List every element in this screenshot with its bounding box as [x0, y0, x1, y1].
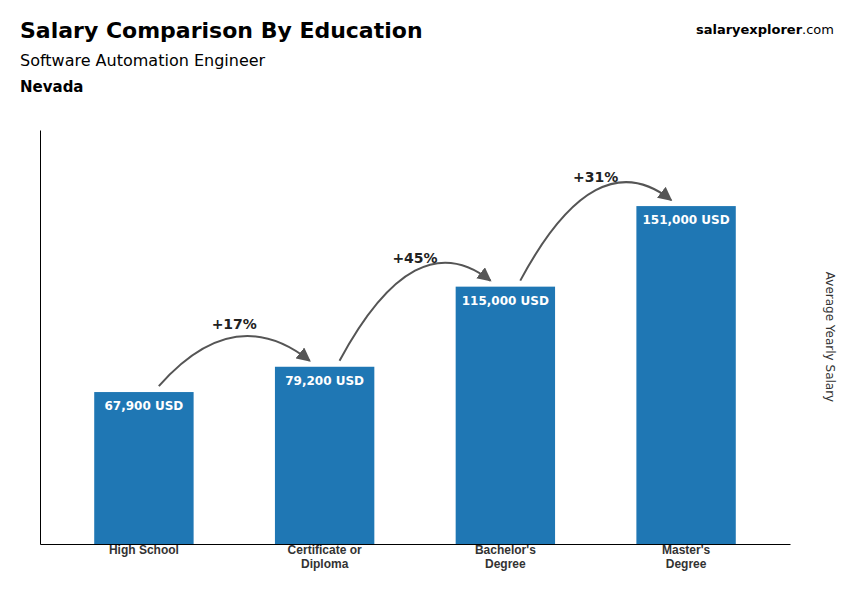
annotation-label: +45% [392, 250, 437, 266]
source-part: salary [696, 22, 741, 37]
x-tick-label-line: Degree [666, 557, 707, 571]
annotation-label: +17% [212, 316, 257, 332]
bar [275, 367, 374, 544]
x-tick-label-line: Diploma [301, 557, 349, 571]
x-tick-label-line: Degree [485, 557, 526, 571]
data-label: 67,900 USD [104, 399, 183, 413]
title: Salary Comparison By Education [20, 18, 423, 43]
data-label: 79,200 USD [285, 374, 364, 388]
x-tick-label: Bachelor'sDegree [475, 543, 536, 571]
x-tick-label-line: Certificate or [288, 543, 362, 557]
subtitle: Software Automation Engineer [20, 51, 266, 70]
x-tick: High School [109, 543, 179, 557]
chart-container: Salary Comparison By Education Software A… [0, 0, 850, 606]
source-part: explorer [741, 22, 803, 37]
data-labels: 67,900 USD 79,200 USD 115,000 USD 151,000 U… [104, 213, 729, 413]
x-tick-label-line: Master's [662, 543, 711, 557]
bars [94, 206, 736, 544]
y-axis-title: Average Yearly Salary [823, 272, 837, 402]
data-label: 151,000 USD [642, 213, 729, 227]
annotation-arrow [340, 263, 491, 361]
annotations: +17% +45% +31% [159, 169, 671, 386]
source-part: .com [802, 22, 834, 37]
data-label: 115,000 USD [462, 294, 549, 308]
annotation-arrow [159, 336, 310, 386]
x-tick: Master'sDegree [662, 543, 711, 571]
y-axis-line [40, 131, 41, 545]
x-tick: Bachelor'sDegree [475, 543, 536, 571]
x-tick-label-line: Bachelor's [475, 543, 536, 557]
x-tick-label: Certificate orDiploma [288, 543, 362, 571]
bar [636, 206, 735, 544]
location: Nevada [20, 78, 84, 96]
x-tick: Certificate orDiploma [288, 543, 362, 571]
bar [456, 287, 555, 544]
y-axis [40, 131, 41, 545]
annotation-label: +31% [573, 169, 618, 185]
bar [94, 392, 193, 544]
x-tick-label-line: High School [109, 543, 179, 557]
x-tick-label: High School [109, 543, 179, 557]
source: salaryexplorer.com [696, 22, 834, 37]
chart: Salary Comparison By Education Software A… [0, 0, 850, 606]
x-tick-label: Master'sDegree [662, 543, 711, 571]
annotation-arrow [520, 182, 671, 281]
x-axis: High School Certificate orDiploma Bachelor… [41, 543, 791, 571]
